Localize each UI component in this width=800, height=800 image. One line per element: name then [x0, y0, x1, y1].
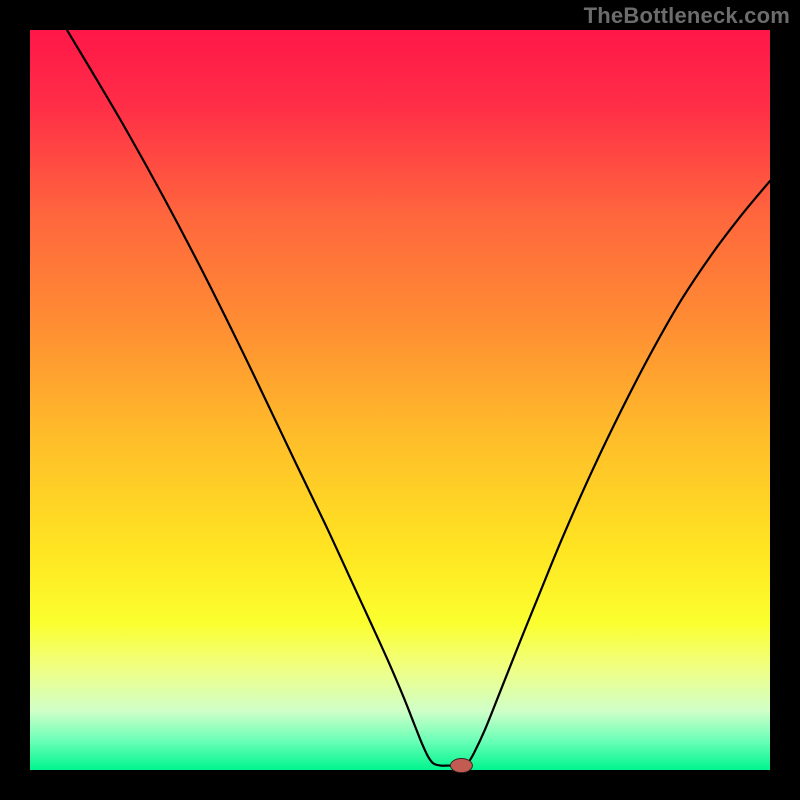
- watermark-text: TheBottleneck.com: [584, 3, 790, 29]
- chart-stage: TheBottleneck.com: [0, 0, 800, 800]
- chart-marker: [0, 0, 800, 800]
